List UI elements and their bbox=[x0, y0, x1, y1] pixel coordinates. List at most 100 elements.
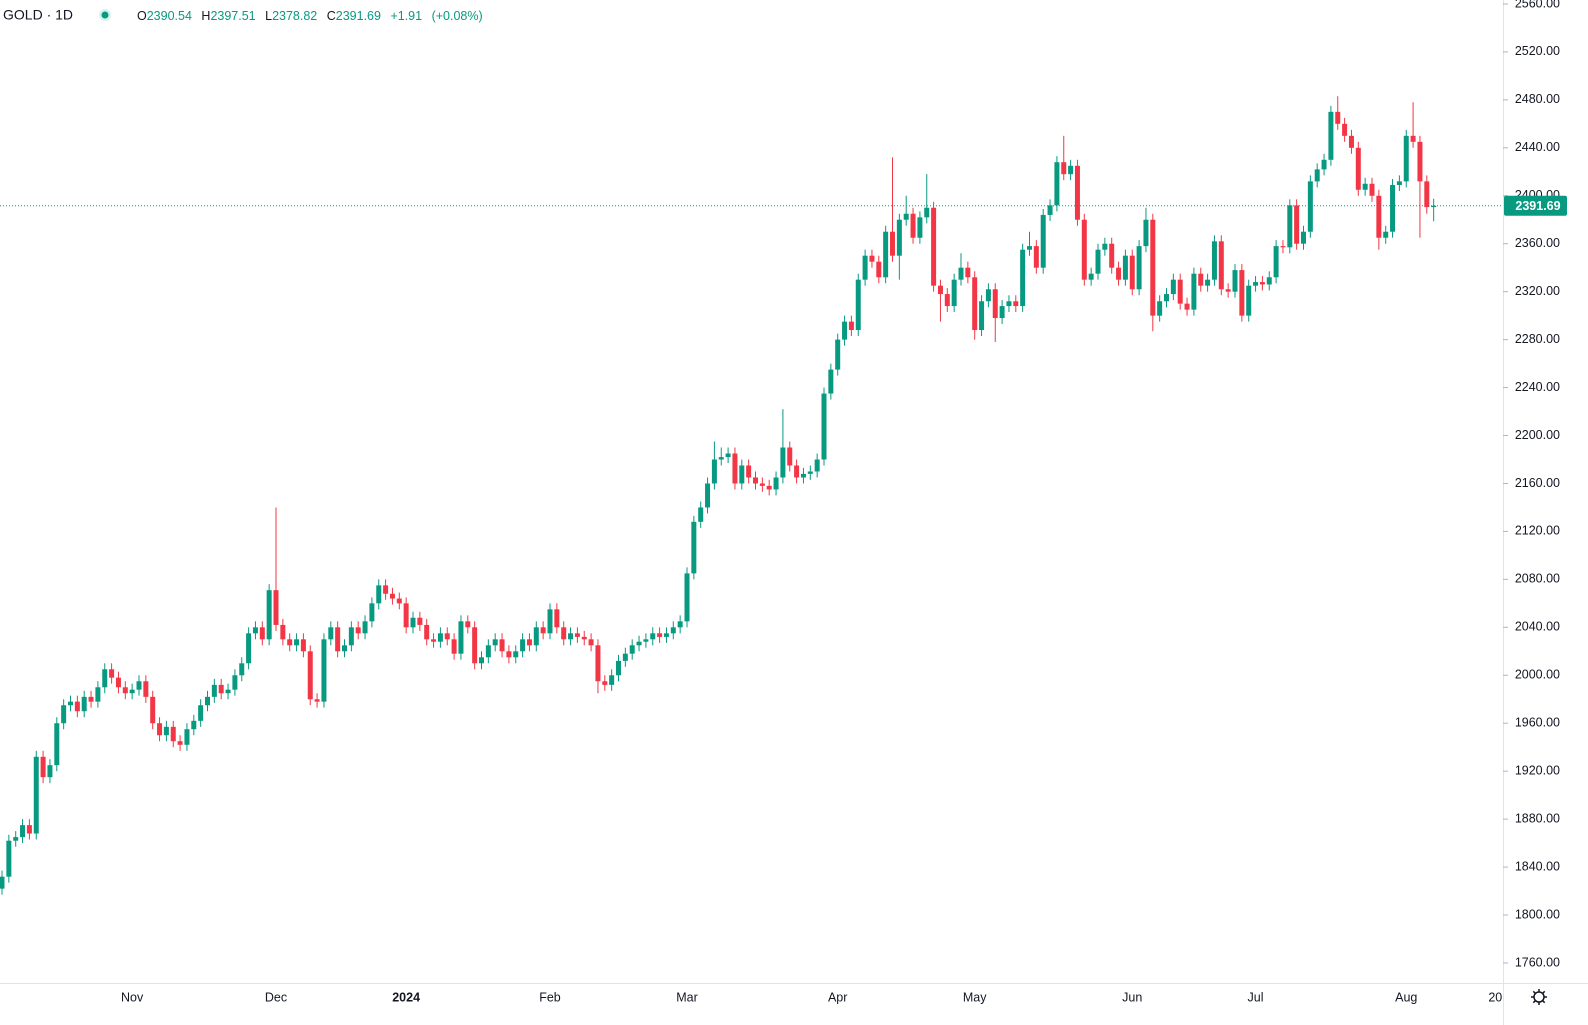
candle-body bbox=[1013, 301, 1019, 307]
candle-body bbox=[33, 756, 39, 834]
y-tick-label: 2200.00 bbox=[1515, 428, 1560, 442]
candle-body bbox=[862, 255, 868, 280]
candle-body bbox=[951, 279, 957, 307]
y-tick-label: 1920.00 bbox=[1515, 763, 1560, 777]
candle-body bbox=[68, 701, 73, 706]
candle-body bbox=[1246, 285, 1252, 316]
candle-body bbox=[6, 840, 12, 877]
y-tick-label: 1840.00 bbox=[1515, 859, 1560, 873]
candle-body bbox=[20, 825, 26, 838]
y-tick-label: 2440.00 bbox=[1515, 140, 1560, 154]
candle-body bbox=[492, 639, 498, 646]
candle-body bbox=[1116, 267, 1122, 280]
symbol: GOLD · 1D bbox=[3, 7, 73, 23]
candle-body bbox=[376, 585, 382, 604]
value-close: 2391.69 bbox=[336, 9, 381, 23]
value-low: 2378.82 bbox=[272, 9, 317, 23]
candle-body bbox=[910, 213, 916, 238]
candle-body bbox=[294, 639, 300, 646]
candle-body bbox=[1020, 249, 1026, 307]
candle-body bbox=[328, 627, 334, 640]
candle-body bbox=[629, 645, 635, 654]
candle-body bbox=[746, 465, 752, 478]
candle-body bbox=[595, 645, 601, 682]
change: +1.91 bbox=[390, 9, 422, 23]
settings-icon[interactable] bbox=[1531, 989, 1547, 1005]
candle-body bbox=[622, 653, 628, 661]
candle-body bbox=[1109, 243, 1115, 268]
candle-body bbox=[876, 261, 882, 278]
candle-body bbox=[246, 633, 252, 664]
candle-body bbox=[74, 701, 80, 712]
candle-body bbox=[1061, 162, 1067, 175]
candle-body bbox=[896, 219, 902, 256]
candle-body bbox=[109, 669, 115, 678]
candle-body bbox=[944, 294, 950, 307]
y-tick-label: 2320.00 bbox=[1515, 284, 1560, 298]
y-tick-label: 2120.00 bbox=[1515, 524, 1560, 538]
candle-body bbox=[780, 447, 786, 478]
candle-body bbox=[369, 603, 375, 622]
candle-body bbox=[1198, 273, 1204, 286]
last-price-label: 2391.69 bbox=[1515, 199, 1560, 213]
candle-body bbox=[1143, 219, 1149, 247]
candle-body bbox=[451, 639, 457, 654]
candle-body bbox=[568, 633, 574, 640]
candle-body bbox=[1006, 301, 1012, 307]
y-tick-label: 2560.00 bbox=[1515, 0, 1560, 10]
candle-body bbox=[581, 636, 587, 640]
y-tick-label: 2240.00 bbox=[1515, 380, 1560, 394]
candle-body bbox=[273, 590, 279, 625]
candle-body bbox=[787, 447, 793, 466]
candle-body bbox=[362, 621, 368, 634]
candle-body bbox=[1342, 123, 1348, 136]
candle-body bbox=[150, 696, 156, 724]
candle-body bbox=[499, 639, 505, 652]
y-tick-label: 1960.00 bbox=[1515, 716, 1560, 730]
candle-body bbox=[1239, 270, 1245, 316]
candle-body bbox=[218, 684, 224, 694]
candle-body bbox=[1383, 231, 1389, 238]
candle-body bbox=[40, 756, 46, 778]
candle-body bbox=[842, 321, 848, 340]
y-tick-label: 2280.00 bbox=[1515, 332, 1560, 346]
candle-body bbox=[1157, 301, 1163, 316]
candle-body bbox=[13, 837, 19, 841]
candle-body bbox=[753, 477, 758, 484]
candle-body bbox=[1417, 141, 1423, 182]
candle-body bbox=[1335, 111, 1341, 124]
y-tick-label: 1880.00 bbox=[1515, 811, 1560, 825]
candle-body bbox=[1184, 303, 1190, 310]
candle-body bbox=[1074, 165, 1080, 220]
label-low: L bbox=[265, 9, 272, 23]
candle-body bbox=[937, 285, 943, 295]
candle-body bbox=[1027, 246, 1032, 250]
candle-body bbox=[691, 521, 697, 574]
candle-body bbox=[588, 639, 594, 646]
candle-body bbox=[1348, 135, 1354, 148]
candle-body bbox=[1390, 184, 1396, 232]
candle-body bbox=[1033, 246, 1039, 268]
candle-body bbox=[869, 255, 875, 262]
candle-body bbox=[1273, 246, 1279, 278]
last-price-badge bbox=[1504, 195, 1567, 216]
candle-body bbox=[211, 684, 217, 697]
candle-body bbox=[1170, 279, 1176, 295]
candle-body bbox=[1321, 159, 1327, 170]
candle-body bbox=[821, 393, 827, 460]
candle-body bbox=[47, 765, 53, 778]
candle-body bbox=[1328, 111, 1334, 160]
candle-body bbox=[554, 609, 560, 628]
candle-body bbox=[472, 627, 478, 664]
candle-body bbox=[1266, 277, 1272, 285]
candle-body bbox=[424, 624, 430, 640]
candle-body bbox=[855, 279, 861, 331]
candle-body bbox=[143, 681, 149, 697]
candle-body bbox=[300, 639, 306, 652]
x-tick-label: Nov bbox=[121, 990, 144, 1004]
y-tick-label: 1800.00 bbox=[1515, 907, 1560, 921]
candle-body bbox=[1362, 183, 1368, 190]
candle-body bbox=[663, 633, 669, 637]
candle-body bbox=[1355, 147, 1361, 190]
candle-body bbox=[1287, 205, 1293, 248]
